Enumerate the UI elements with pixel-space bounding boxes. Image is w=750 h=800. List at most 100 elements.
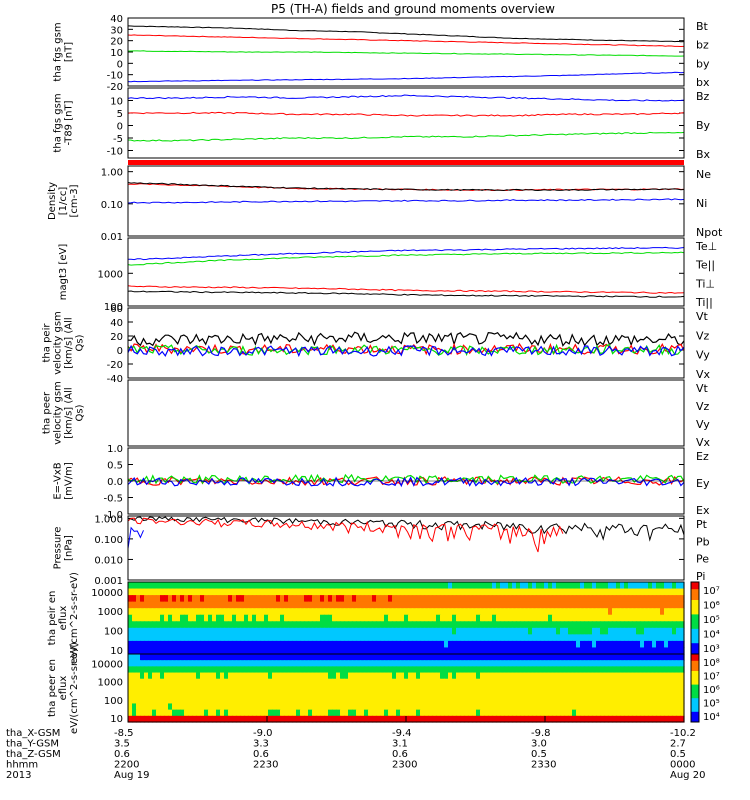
spectrogram-cell [280,608,285,616]
spectrogram-cell [136,614,141,622]
spectrogram-cell [576,660,581,667]
spectrogram-cell [548,697,553,705]
spectrogram-cell [600,691,605,698]
spectrogram-cell [552,678,557,686]
spectrogram-cell [160,684,165,692]
spectrogram-cell [492,684,497,692]
spectrogram-cell [508,654,513,661]
spectrogram-cell [528,640,533,649]
colorbar-segment [691,634,699,637]
spectrogram-cell [472,660,477,667]
spectrogram-cell [476,654,481,661]
spectrogram-cell [540,709,545,717]
spectrogram-cell [420,709,425,717]
spectrogram-cell [552,703,557,711]
spectrogram-cell [624,640,629,649]
spectrogram-cell [400,608,405,616]
spectrogram-cell [452,709,457,717]
spectrogram-cell [648,703,653,711]
spectrogram-cell [668,691,673,698]
spectrogram-cell [376,654,381,661]
ephemeris-value: 0.5 [670,749,686,760]
spectrogram-cell [208,640,213,649]
spectrogram-cell [512,640,517,649]
spectrogram-cell [652,654,657,661]
spectrogram-cell [176,634,181,642]
spectrogram-cell [548,678,553,686]
spectrogram-cell [640,640,645,649]
spectrogram-cell [416,697,421,705]
spectrogram-cell [580,595,585,603]
spectrogram-cell [188,666,193,674]
panel-frame [127,447,685,515]
spectrogram-cell [464,715,469,723]
spectrogram-cell [600,709,605,717]
spectrogram-cell [456,614,461,622]
spectrogram-cell [480,654,485,661]
spectrogram-cell [460,666,465,674]
spectrogram-cell [548,621,553,629]
spectrogram-cell [636,595,641,603]
spectrogram-cell [396,601,401,609]
spectrogram-cell [448,709,453,717]
spectrogram-cell [504,621,509,629]
spectrogram-cell [340,595,345,603]
spectrogram-cell [468,691,473,698]
spectrogram-cell [420,678,425,686]
spectrogram-cell [576,647,581,655]
spectrogram-cell [556,614,561,622]
spectrogram-cell [172,709,177,717]
spectrogram-cell [632,691,637,698]
spectrogram-cell [540,660,545,667]
spectrogram-cell [504,654,509,661]
spectrogram-cell [336,627,341,635]
spectrogram-cell [188,691,193,698]
colorbar-segment [691,667,699,670]
spectrogram-cell [180,601,185,609]
spectrogram-cell [184,621,189,629]
spectrogram-cell [196,614,201,622]
spectrogram-cell [180,691,185,698]
spectrogram-cell [248,684,253,692]
spectrogram-cell [680,660,685,667]
spectrogram-cell [144,627,149,635]
spectrogram-cell [608,601,613,609]
spectrogram-cell [264,654,269,661]
spectrogram-cell [236,666,241,674]
spectrogram-cell [256,627,261,635]
spectrogram-cell [468,627,473,635]
spectrogram-cell [512,608,517,616]
spectrogram-cell [580,601,585,609]
colorbar-segment [691,616,699,619]
spectrogram-cell [564,621,569,629]
spectrogram-cell [228,715,233,723]
spectrogram-cell [620,709,625,717]
spectrogram-cell [508,582,513,590]
spectrogram-cell [640,608,645,616]
spectrogram-cell [532,666,537,674]
spectrogram-cell [528,709,533,717]
spectrogram-cell [660,715,665,723]
spectrogram-cell [484,608,489,616]
spectrogram-cell [220,627,225,635]
spectrogram-cell [156,660,161,667]
spectrogram-cell [668,582,673,590]
spectrogram-cell [664,697,669,705]
spectrogram-cell [396,654,401,661]
spectrogram-cell [304,672,309,680]
spectrogram-cell [468,678,473,686]
spectrogram-cell [272,691,277,698]
spectrogram-cell [140,666,145,674]
spectrogram-cell [356,684,361,692]
spectrogram-cell [208,588,213,596]
spectrogram-cell [556,634,561,642]
spectrogram-cell [280,647,285,655]
spectrogram-cell [196,666,201,674]
spectrogram-cell [628,582,633,590]
spectrogram-cell [300,697,305,705]
spectrogram-cell [232,588,237,596]
spectrogram-cell [244,582,249,590]
spectrogram-cell [632,627,637,635]
spectrogram-cell [368,647,373,655]
